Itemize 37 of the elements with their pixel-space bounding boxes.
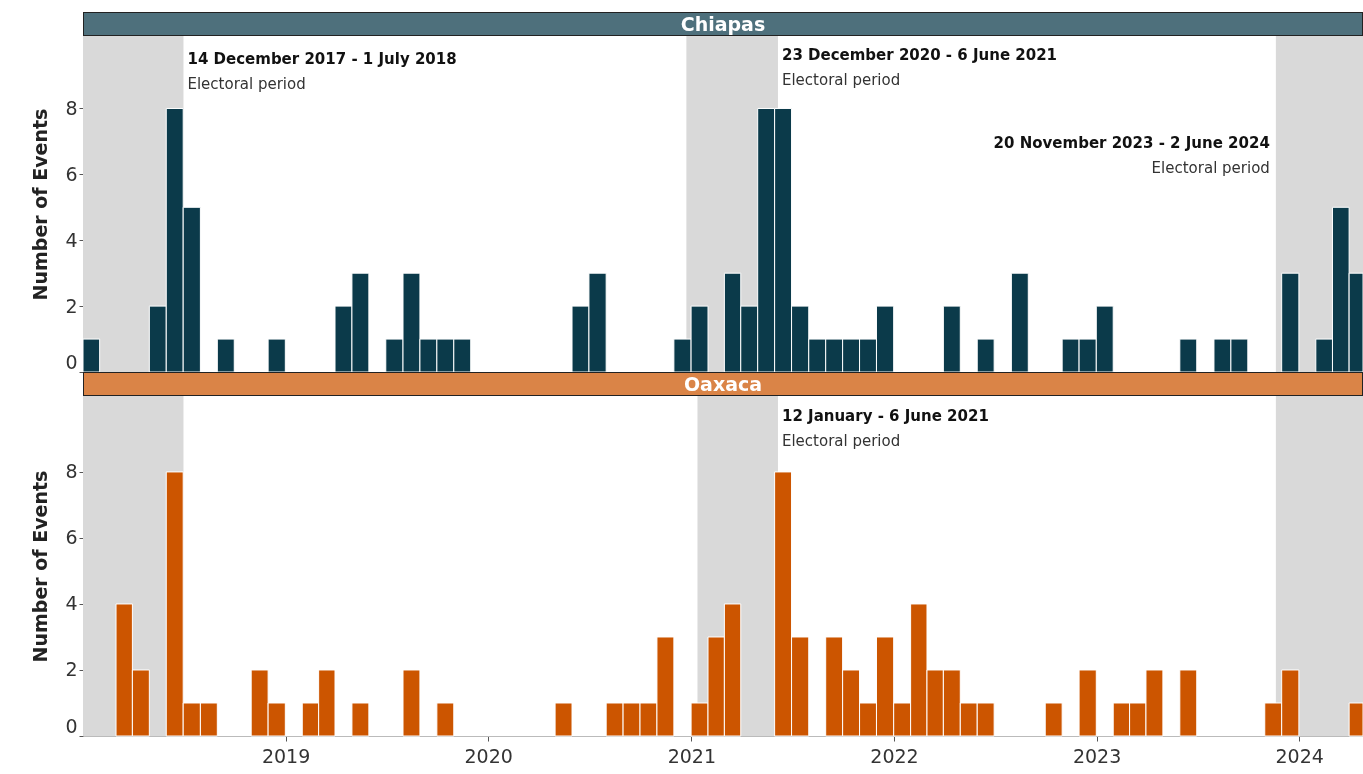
band-label: 20 November 2023 - 2 June 2024 bbox=[993, 133, 1270, 152]
y-tick-label: 2 bbox=[65, 294, 78, 317]
bar bbox=[1044, 702, 1063, 737]
bar bbox=[82, 338, 101, 373]
y-tick-label: 8 bbox=[65, 460, 78, 483]
bar bbox=[554, 702, 573, 737]
y-tick-label: 6 bbox=[65, 162, 78, 185]
band-label: 23 December 2020 - 6 June 2021 bbox=[781, 46, 1058, 65]
chart-title: Oaxaca bbox=[683, 373, 763, 395]
x-tick-label: 2020 bbox=[464, 744, 513, 767]
y-tick-label: 6 bbox=[65, 526, 78, 549]
x-tick-label: 2023 bbox=[1072, 744, 1122, 767]
y-tick-label: 4 bbox=[65, 228, 78, 251]
x-tick-label: 2021 bbox=[667, 744, 717, 767]
y-tick-label: 2 bbox=[65, 658, 78, 681]
band-label: 14 December 2017 - 1 July 2018 bbox=[187, 49, 457, 68]
y-axis-title: Number of Events bbox=[29, 108, 52, 301]
x-tick-label: 2024 bbox=[1275, 744, 1324, 767]
bar bbox=[351, 702, 370, 737]
x-tick-label: 2022 bbox=[870, 744, 919, 767]
bar bbox=[436, 702, 455, 737]
annotation: Electoral period bbox=[781, 431, 901, 450]
band-label: 12 January - 6 June 2021 bbox=[781, 406, 989, 425]
y-axis-title: Number of Events bbox=[29, 470, 52, 663]
y-tick-label: 0 bbox=[65, 350, 78, 373]
annotation: Electoral period bbox=[1151, 158, 1270, 177]
x-tick-label: 2019 bbox=[261, 744, 311, 767]
y-tick-label: 8 bbox=[65, 96, 78, 119]
annotation: Electoral period bbox=[781, 71, 901, 90]
chart-title: Chiapas bbox=[680, 13, 766, 35]
y-tick-label: 4 bbox=[65, 592, 78, 615]
bar bbox=[1078, 669, 1097, 737]
bar bbox=[402, 669, 421, 737]
annotation: Electoral period bbox=[187, 74, 306, 93]
bar bbox=[1281, 272, 1300, 373]
y-tick-label: 0 bbox=[65, 714, 78, 737]
bar bbox=[1179, 669, 1198, 737]
